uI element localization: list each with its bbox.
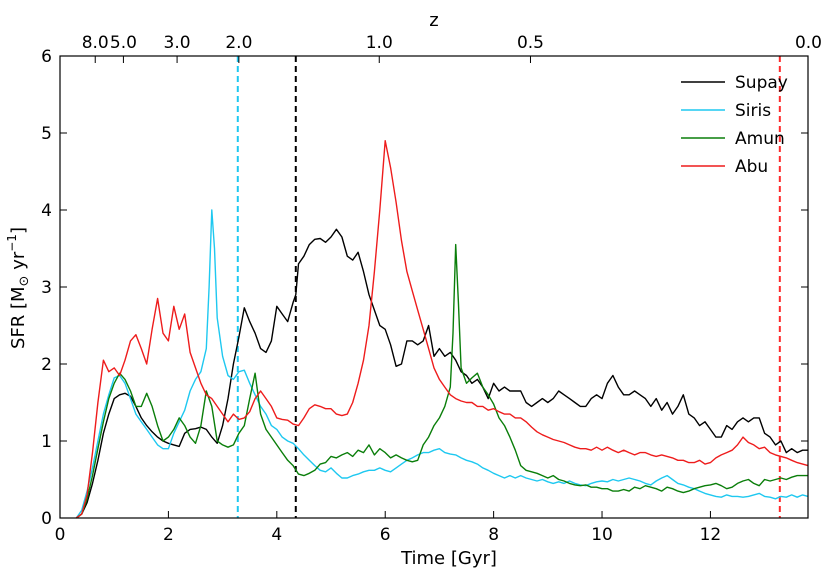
legend-label-supay: Supay [735, 73, 788, 93]
series-lines [75, 140, 809, 519]
y-axis-label: SFR [M⊙ yr−1] [5, 227, 32, 349]
y-axis-label-main: SFR [M [8, 286, 29, 349]
top-tick-label: 3.0 [164, 33, 191, 53]
x-tick-label: 10 [591, 525, 613, 545]
top-tick-label: 8.0 [82, 33, 109, 53]
series-line-supay [75, 228, 808, 519]
plot-area [60, 56, 808, 518]
y-tick-label: 3 [41, 278, 52, 298]
x-tick-label: 8 [488, 525, 499, 545]
legend: Supay Siris Amun Abu [681, 73, 788, 177]
x-tick-label: 12 [700, 525, 722, 545]
x-tick-label: 0 [55, 525, 66, 545]
y-tick-label: 6 [41, 47, 52, 67]
y-tick-label: 2 [41, 355, 52, 375]
top-axis-label: z [429, 10, 438, 31]
x-tick-label: 6 [380, 525, 391, 545]
series-line-abu [75, 140, 809, 519]
y-axis-label-sub: ⊙ [17, 276, 32, 287]
top-tick-label: 2.0 [225, 33, 252, 53]
y-tick-label: 5 [41, 124, 52, 144]
series-line-siris [75, 209, 809, 519]
x-tick-label: 4 [271, 525, 282, 545]
x-axis-label: Time [Gyr] [400, 548, 497, 569]
y-tick-label: 0 [41, 509, 52, 529]
top-tick-label: 1.0 [366, 33, 393, 53]
legend-label-siris: Siris [735, 101, 771, 121]
top-tick-label: 5.0 [110, 33, 137, 53]
y-tick-label: 4 [41, 201, 52, 221]
top-tick-label: 0.5 [517, 33, 544, 53]
y-axis-label-mid: yr [8, 251, 29, 275]
y-tick-label: 1 [41, 432, 52, 452]
legend-label-abu: Abu [735, 157, 768, 177]
x-tick-label: 2 [163, 525, 174, 545]
legend-label-amun: Amun [735, 129, 785, 149]
y-axis-label-end: ] [8, 227, 29, 234]
top-tick-label: 0.0 [795, 33, 822, 53]
y-axis-label-sup: −1 [5, 234, 19, 252]
series-line-amun [75, 243, 808, 519]
plot-background [60, 56, 808, 518]
